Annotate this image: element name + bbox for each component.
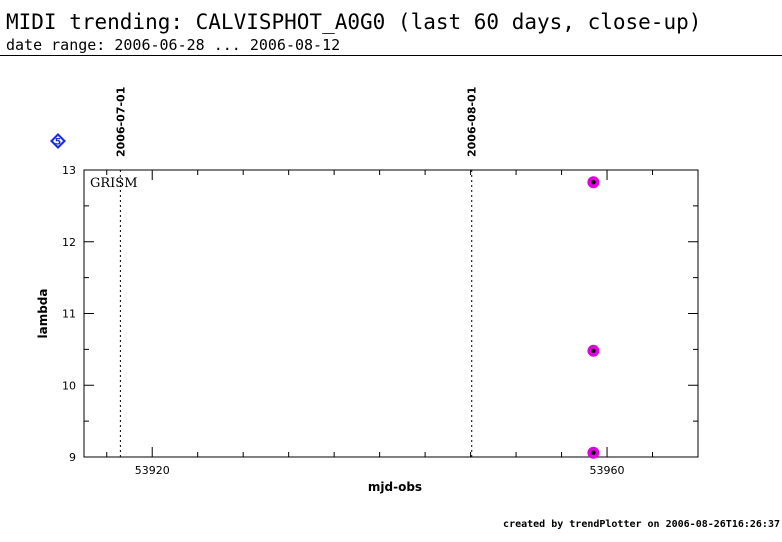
y-tick-label: 9	[69, 451, 76, 464]
y-tick-label: 10	[62, 379, 76, 392]
data-point-core	[591, 450, 596, 455]
data-point-core	[591, 179, 596, 185]
badge-number: 5	[55, 138, 61, 148]
page-title: MIDI trending: CALVISPHOT_A0G0 (last 60 …	[6, 10, 702, 34]
diamond-badge-icon: 5	[50, 133, 66, 149]
data-point-core	[591, 348, 596, 354]
x-tick-label: 53960	[590, 464, 625, 477]
x-axis-title: mjd-obs	[368, 480, 422, 494]
y-tick-label: 13	[62, 164, 76, 177]
date-marker-label: 2006-07-01	[114, 87, 127, 157]
title-divider	[0, 55, 782, 56]
y-axis-title: lambda	[36, 289, 50, 339]
x-tick-label: 53920	[135, 464, 170, 477]
y-tick-label: 11	[62, 308, 76, 321]
y-tick-label: 12	[62, 236, 76, 249]
date-marker-label: 2006-08-01	[466, 87, 479, 157]
date-range-subtitle: date range: 2006-06-28 ... 2006-08-12	[6, 36, 341, 54]
footer-credit: created by trendPlotter on 2006-08-26T16…	[503, 519, 780, 530]
panel-label: GRISM	[90, 176, 138, 191]
plot-frame	[83, 169, 699, 458]
